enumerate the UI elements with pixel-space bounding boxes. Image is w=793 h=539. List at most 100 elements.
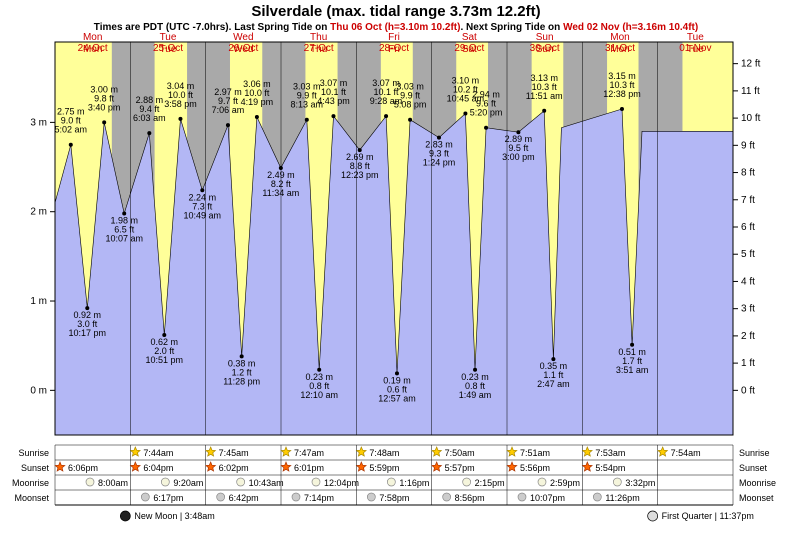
moon-phase-label: First Quarter | 11:37pm [662,511,754,521]
svg-text:3:58 pm: 3:58 pm [164,99,197,109]
svg-text:10:07 am: 10:07 am [105,233,143,243]
day-name: Sun [536,32,554,43]
day-date: 30-Oct [530,43,560,54]
moonrise-icon [237,478,245,486]
moonrise-time: 12:04pm [324,478,359,488]
moonset-icon [141,493,149,501]
moonrise-icon [387,478,395,486]
footer-row-label: Moonset [739,493,774,503]
day-name: Tue [687,32,704,43]
sunrise-icon [281,447,291,456]
chart-title: Silverdale (max. tidal range 3.73m 12.2f… [251,3,540,20]
y-right-label: 7 ft [741,195,755,206]
sunset-icon [131,462,141,471]
y-right-label: 2 ft [741,331,755,342]
tide-point [226,123,230,127]
tide-point [408,118,412,122]
svg-text:7:06 am: 7:06 am [212,105,245,115]
y-left-label: 2 m [30,207,47,218]
moonset-icon [443,493,451,501]
moon-phase-label: New Moon | 3:48am [134,511,214,521]
svg-text:10:17 pm: 10:17 pm [69,328,107,338]
day-name: Mon [610,32,629,43]
svg-text:11:28 pm: 11:28 pm [223,376,260,386]
moonrise-time: 8:00am [98,478,128,488]
svg-text:1:24 pm: 1:24 pm [423,158,456,168]
moonset-time: 8:56pm [455,493,485,503]
moonrise-icon [312,478,320,486]
moonset-time: 10:07pm [530,493,565,503]
moonrise-icon [86,478,94,486]
y-right-label: 0 ft [741,385,755,396]
sunset-time: 6:06pm [68,463,98,473]
y-right-label: 11 ft [741,86,760,97]
tide-point [69,143,73,147]
sunrise-time: 7:44am [143,448,173,458]
footer-row-label: Sunrise [739,448,770,458]
sunset-time: 6:02pm [219,463,249,473]
svg-text:3:00 pm: 3:00 pm [502,152,535,162]
sunset-icon [357,462,367,471]
sunset-icon [206,462,216,471]
day-date: 01-Nov [679,43,711,54]
moonrise-time: 1:16pm [399,478,429,488]
svg-text:11:34 am: 11:34 am [262,188,299,198]
svg-text:5:02 am: 5:02 am [55,125,88,135]
moonset-time: 7:58pm [379,493,409,503]
footer-row-label: Sunrise [18,448,49,458]
sunrise-time: 7:51am [520,448,550,458]
sunrise-icon [432,447,442,456]
moon-phase-icon [648,511,658,521]
y-left-label: 3 m [30,117,47,128]
svg-text:2:47 am: 2:47 am [537,379,570,389]
moonrise-icon [463,478,471,486]
y-left-label: 0 m [30,385,47,396]
sunset-time: 6:04pm [143,463,173,473]
svg-text:5:20 pm: 5:20 pm [470,108,503,118]
sunrise-icon [583,447,593,456]
moonset-icon [367,493,375,501]
y-right-label: 8 ft [741,168,755,179]
footer-row-label: Moonset [14,493,49,503]
moonrise-time: 2:59pm [550,478,580,488]
moonset-icon [518,493,526,501]
day-name: Wed [233,32,253,43]
y-right-label: 9 ft [741,140,755,151]
day-name: Fri [388,32,400,43]
tide-point [147,131,151,135]
svg-text:10:49 am: 10:49 am [184,210,222,220]
tide-point [102,120,106,124]
sunrise-time: 7:47am [294,448,324,458]
sunset-time: 5:56pm [520,463,550,473]
sunrise-time: 7:54am [671,448,701,458]
moonset-time: 6:42pm [229,493,259,503]
svg-text:4:43 pm: 4:43 pm [317,96,350,106]
y-right-label: 3 ft [741,304,755,315]
sunset-time: 6:01pm [294,463,324,473]
moonset-icon [292,493,300,501]
sunset-icon [583,462,593,471]
sunset-icon [281,462,291,471]
svg-text:12:23 pm: 12:23 pm [341,170,379,180]
day-name: Mon [83,32,102,43]
sunrise-icon [357,447,367,456]
y-right-label: 10 ft [741,113,761,124]
sunrise-time: 7:45am [219,448,249,458]
sunrise-icon [507,447,517,456]
svg-text:12:38 pm: 12:38 pm [603,89,641,99]
day-date: 28-Oct [379,43,409,54]
svg-text:12:10 am: 12:10 am [300,390,338,400]
y-right-label: 6 ft [741,222,755,233]
tide-point [542,109,546,113]
y-right-label: 12 ft [741,59,761,70]
sunset-icon [507,462,517,471]
day-name: Thu [310,32,327,43]
sunset-time: 5:59pm [369,463,399,473]
day-date: 29-Oct [454,43,484,54]
tide-point [178,117,182,121]
sunrise-time: 7:50am [445,448,475,458]
sunrise-time: 7:53am [595,448,625,458]
y-left-label: 1 m [30,296,47,307]
svg-text:12:57 am: 12:57 am [378,393,416,403]
y-right-label: 4 ft [741,276,755,287]
